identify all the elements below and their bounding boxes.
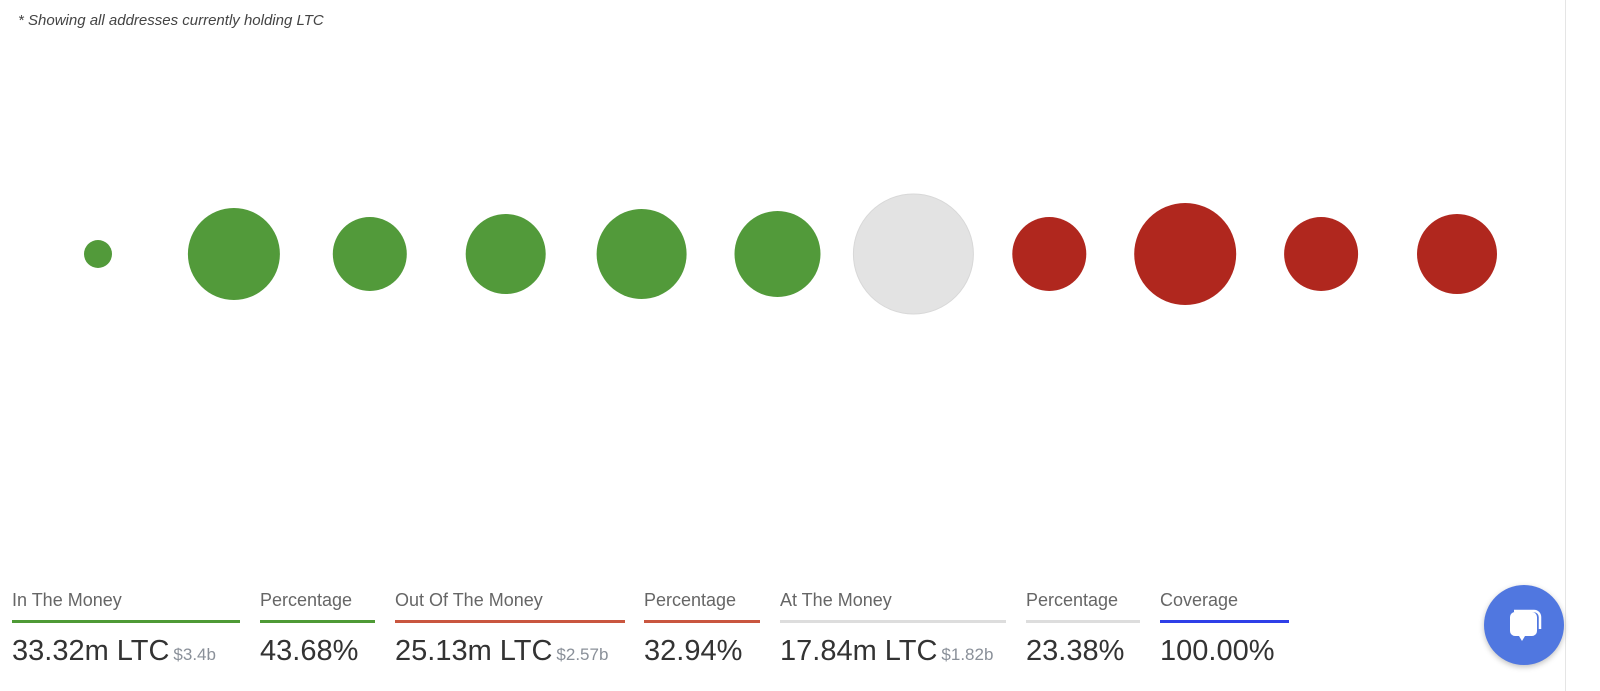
stat-label: Coverage <box>1160 590 1289 623</box>
stat-at-the-money: At The Money 17.84m LTC $1.82b <box>780 590 1006 668</box>
stat-label: Out Of The Money <box>395 590 625 623</box>
stat-value: 32.94% <box>644 635 743 667</box>
stat-value: 17.84m LTC <box>780 635 938 667</box>
stat-value: 43.68% <box>260 635 359 667</box>
bubble-in-the-money[interactable] <box>332 217 407 291</box>
stat-value: 23.38% <box>1026 635 1125 667</box>
stat-in-percentage: Percentage 43.68% <box>260 590 375 668</box>
stat-label: Percentage <box>1026 590 1140 623</box>
bubble-out-the-money[interactable] <box>1012 217 1087 291</box>
stat-label: At The Money <box>780 590 1006 623</box>
stat-usd: $3.4b <box>173 645 216 664</box>
stat-out-of-the-money: Out Of The Money 25.13m LTC $2.57b <box>395 590 625 668</box>
stat-usd: $2.57b <box>556 645 609 664</box>
stat-value: 100.00% <box>1160 635 1275 667</box>
bubble-in-the-money[interactable] <box>187 208 280 300</box>
bubble-in-the-money[interactable] <box>465 214 546 294</box>
panel-border <box>1565 0 1566 691</box>
bubble-in-the-money[interactable] <box>596 209 687 299</box>
bubble-at-the-money[interactable] <box>852 193 974 315</box>
stat-label: Percentage <box>644 590 760 623</box>
stat-coverage: Coverage 100.00% <box>1160 590 1289 668</box>
stat-out-percentage: Percentage 32.94% <box>644 590 760 668</box>
bubble-in-the-money[interactable] <box>84 240 112 268</box>
bubble-chart <box>84 193 1497 315</box>
stat-value: 25.13m LTC <box>395 635 553 667</box>
stat-usd: $1.82b <box>941 645 994 664</box>
bubble-out-the-money[interactable] <box>1417 214 1497 294</box>
chart-note: * Showing all addresses currently holdin… <box>18 12 324 29</box>
stat-value: 33.32m LTC <box>12 635 170 667</box>
bubble-in-the-money[interactable] <box>734 211 821 297</box>
stat-at-percentage: Percentage 23.38% <box>1026 590 1140 668</box>
stat-in-the-money: In The Money 33.32m LTC $3.4b <box>12 590 240 668</box>
chat-button[interactable] <box>1484 585 1564 665</box>
bubble-out-the-money[interactable] <box>1284 217 1359 291</box>
bubble-out-the-money[interactable] <box>1134 203 1237 305</box>
stat-label: Percentage <box>260 590 375 623</box>
chat-bubble-icon <box>1510 609 1542 641</box>
stat-label: In The Money <box>12 590 240 623</box>
